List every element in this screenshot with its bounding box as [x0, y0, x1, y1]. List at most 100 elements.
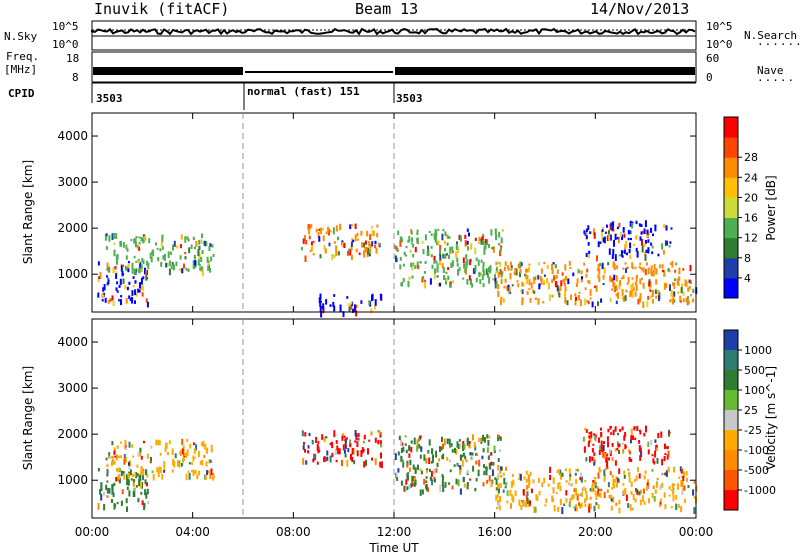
power-echo-region	[494, 261, 698, 309]
velocity-echo-region	[97, 467, 150, 512]
freq-block-1	[93, 67, 243, 75]
power-echo-region	[97, 261, 149, 308]
colorbar-frame	[723, 116, 739, 299]
colorbar-tick-label: -1000	[744, 484, 776, 497]
velocity-echo-region	[105, 438, 215, 481]
colorbar-swatch	[724, 330, 738, 351]
colorbar-swatch	[724, 450, 738, 471]
colorbar-swatch	[724, 217, 738, 239]
nave-label: Nave	[757, 64, 784, 77]
cpid-segment-2: normal (fast) 151	[247, 85, 360, 98]
colorbar-tick-label: 8	[744, 252, 751, 265]
colorbar-tick-label: -500	[744, 464, 769, 477]
colorbar-swatch	[724, 277, 738, 299]
x-tick-label: 08:00	[276, 525, 311, 539]
y-tick-label: 4000	[57, 129, 88, 143]
station-title: Inuvik (fitACF)	[94, 0, 230, 18]
nsky-tick-top: 10^5	[52, 20, 79, 33]
velocity-echo-region	[301, 430, 383, 469]
freq-tick-top: 18	[66, 52, 80, 65]
colorbar-tick-label: 16	[744, 212, 758, 225]
colorbar-swatch	[724, 430, 738, 451]
date-title: 14/Nov/2013	[590, 0, 690, 18]
colorbar-tick-label: 100	[744, 384, 765, 397]
power-colorbar: 4 8 12 16 20 24 28	[723, 116, 758, 299]
power-ylabel: Slant Range [km]	[21, 160, 35, 264]
power-panel: 1000 2000 3000 4000	[57, 112, 698, 318]
y-tick-label: 4000	[57, 335, 88, 349]
colorbar-tick-label: -25	[744, 424, 762, 437]
y-tick-label: 1000	[57, 267, 88, 281]
nsky-label: N.Sky	[4, 30, 38, 43]
x-tick-label: 00:00	[679, 525, 714, 539]
power-echo-region	[104, 232, 215, 276]
power-echo-region	[300, 223, 381, 262]
freq-strip	[91, 51, 697, 83]
colorbar-swatch	[724, 410, 738, 431]
power-echo-region	[318, 293, 383, 318]
velocity-ylabel: Slant Range [km]	[21, 366, 35, 470]
colorbar-tick-label: 25	[744, 404, 758, 417]
velocity-echo-region	[394, 434, 503, 496]
colorbar-swatch	[724, 390, 738, 411]
x-tick-label: 16:00	[477, 525, 512, 539]
colorbar-swatch	[724, 117, 738, 138]
x-tick-label: 00:00	[75, 525, 110, 539]
colorbar-swatch	[724, 177, 738, 198]
power-colorbar-label: Power [dB]	[764, 175, 778, 240]
nsearch-dots: ·········	[757, 38, 800, 51]
colorbar-swatch	[724, 257, 738, 279]
colorbar-swatch	[724, 237, 738, 259]
velocity-panel: 1000 2000 3000 4000 00:00 04:00 08:00 12:00 16:0…	[57, 318, 714, 539]
beam-title: Beam 13	[355, 0, 419, 18]
x-tick-label: 12:00	[377, 525, 412, 539]
colorbar-swatch	[724, 350, 738, 371]
x-tick-label: 20:00	[578, 525, 613, 539]
x-tick-label: 04:00	[175, 525, 210, 539]
y-tick-label: 1000	[57, 473, 88, 487]
velocity-frame	[91, 318, 697, 519]
cpid-segment-1: 3503	[96, 92, 123, 105]
freq-tick-bottom: 8	[72, 71, 79, 84]
y-tick-label: 3000	[57, 175, 88, 189]
colorbar-swatch	[724, 370, 738, 391]
colorbar-swatch	[724, 157, 738, 178]
power-frame	[91, 112, 697, 313]
colorbar-tick-label: 4	[744, 272, 751, 285]
colorbar-tick-label: 28	[744, 151, 758, 164]
freq-label-line1: Freq.	[6, 50, 40, 63]
nsky-strip	[91, 20, 697, 51]
colorbar-tick-label: -100	[744, 444, 769, 457]
velocity-echo-region	[495, 466, 698, 515]
colorbar-tick-label: 12	[744, 232, 758, 245]
velocity-xlabel: Time UT	[368, 541, 419, 554]
nsearch-tick-top: 10^5	[706, 20, 733, 33]
colorbar-tick-label: 500	[744, 364, 765, 377]
velocity-echo-region	[582, 425, 671, 468]
nave-dots: ·····	[757, 74, 796, 87]
colorbar-swatch	[724, 137, 738, 158]
colorbar-tick-label: 1000	[744, 344, 772, 357]
colorbar-swatch	[724, 470, 738, 491]
colorbar-tick-label: 20	[744, 191, 758, 204]
y-tick-label: 3000	[57, 381, 88, 395]
freq-label-line2: [MHz]	[4, 63, 38, 76]
power-echo-region	[583, 220, 673, 262]
y-tick-label: 2000	[57, 427, 88, 441]
nave-tick-top: 60	[706, 52, 720, 65]
colorbar-swatch	[724, 490, 738, 511]
cpid-label: CPID	[8, 87, 35, 100]
nsearch-tick-bottom: 10^0	[706, 38, 733, 51]
nsearch-label: N.Search	[744, 29, 797, 42]
y-tick-label: 2000	[57, 221, 88, 235]
nave-tick-bottom: 0	[706, 71, 713, 84]
power-echo-region	[394, 228, 504, 289]
velocity-colorbar: 1000 500 100 25 -25 -100 -500 -1000	[723, 329, 776, 511]
colorbar-swatch	[724, 197, 738, 218]
velocity-colorbar-label: Velocity [m s^-1]	[764, 366, 778, 470]
nsky-tick-bottom: 10^0	[52, 38, 79, 51]
freq-block-3	[395, 67, 695, 75]
colorbar-frame	[723, 329, 739, 511]
cpid-segment-3: 3503	[396, 92, 423, 105]
